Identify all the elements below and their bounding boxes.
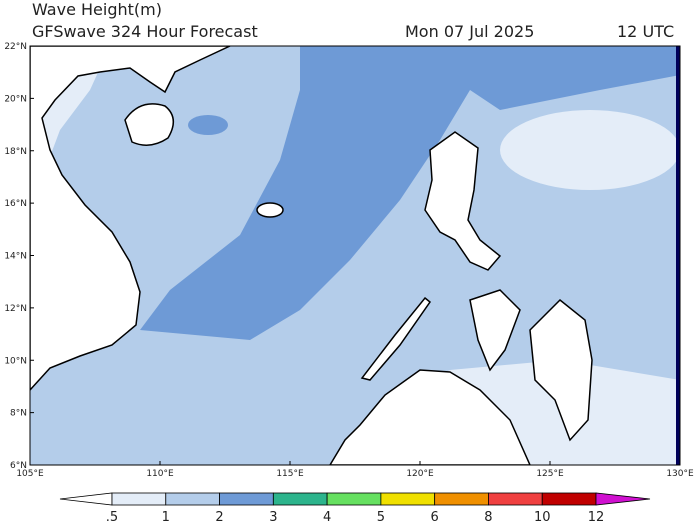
lon-label: 120°E bbox=[406, 469, 434, 479]
colorbar-label: .5 bbox=[106, 510, 118, 525]
colorbar-label: 5 bbox=[377, 510, 385, 525]
colorbar-label: 12 bbox=[588, 510, 605, 525]
lon-label: 125°E bbox=[536, 469, 564, 479]
colorbar-high bbox=[595, 492, 651, 506]
colorbar-label: 1 bbox=[162, 510, 170, 525]
lat-label: 14°N bbox=[4, 252, 27, 262]
lat-label: 20°N bbox=[4, 94, 27, 104]
colorbar-label: 10 bbox=[534, 510, 551, 525]
colorbar-box bbox=[434, 492, 489, 506]
lon-label: 105°E bbox=[16, 469, 44, 479]
colorbar-box bbox=[111, 492, 167, 506]
lon-label: 110°E bbox=[146, 469, 174, 479]
lon-label: 115°E bbox=[276, 469, 304, 479]
lat-label: 10°N bbox=[4, 356, 27, 366]
lat-label: 6°N bbox=[10, 461, 27, 471]
title: Wave Height(m) bbox=[32, 0, 162, 19]
colorbar-box bbox=[326, 492, 382, 506]
colorbar-label: 4 bbox=[323, 510, 331, 525]
date: Mon 07 Jul 2025 bbox=[405, 22, 534, 41]
lat-label: 12°N bbox=[4, 304, 27, 314]
high-wave-patch bbox=[188, 115, 228, 135]
colorbar-label: 6 bbox=[431, 510, 439, 525]
colorbar-low bbox=[59, 492, 113, 506]
land bbox=[30, 46, 593, 465]
time: 12 UTC bbox=[617, 22, 674, 41]
lon-label: 130°E bbox=[666, 469, 694, 479]
colorbar-box bbox=[219, 492, 274, 506]
lat-label: 16°N bbox=[4, 199, 27, 209]
colorbar-box bbox=[488, 492, 543, 506]
colorbar-label: 8 bbox=[484, 510, 492, 525]
edge-strip bbox=[676, 46, 680, 465]
colorbar-box bbox=[165, 492, 220, 506]
colorbar-label: 2 bbox=[215, 510, 223, 525]
map bbox=[30, 46, 680, 465]
subtitle: GFSwave 324 Hour Forecast bbox=[32, 22, 258, 41]
colorbar-box bbox=[380, 492, 436, 506]
lat-label: 22°N bbox=[4, 42, 27, 52]
lat-label: 8°N bbox=[10, 409, 27, 419]
colorbar-box bbox=[272, 492, 328, 506]
colorbar-label: 3 bbox=[269, 510, 277, 525]
light-area bbox=[500, 110, 680, 190]
colorbar-box bbox=[541, 492, 597, 506]
high-wave-band bbox=[140, 46, 680, 340]
lat-label: 18°N bbox=[4, 147, 27, 157]
